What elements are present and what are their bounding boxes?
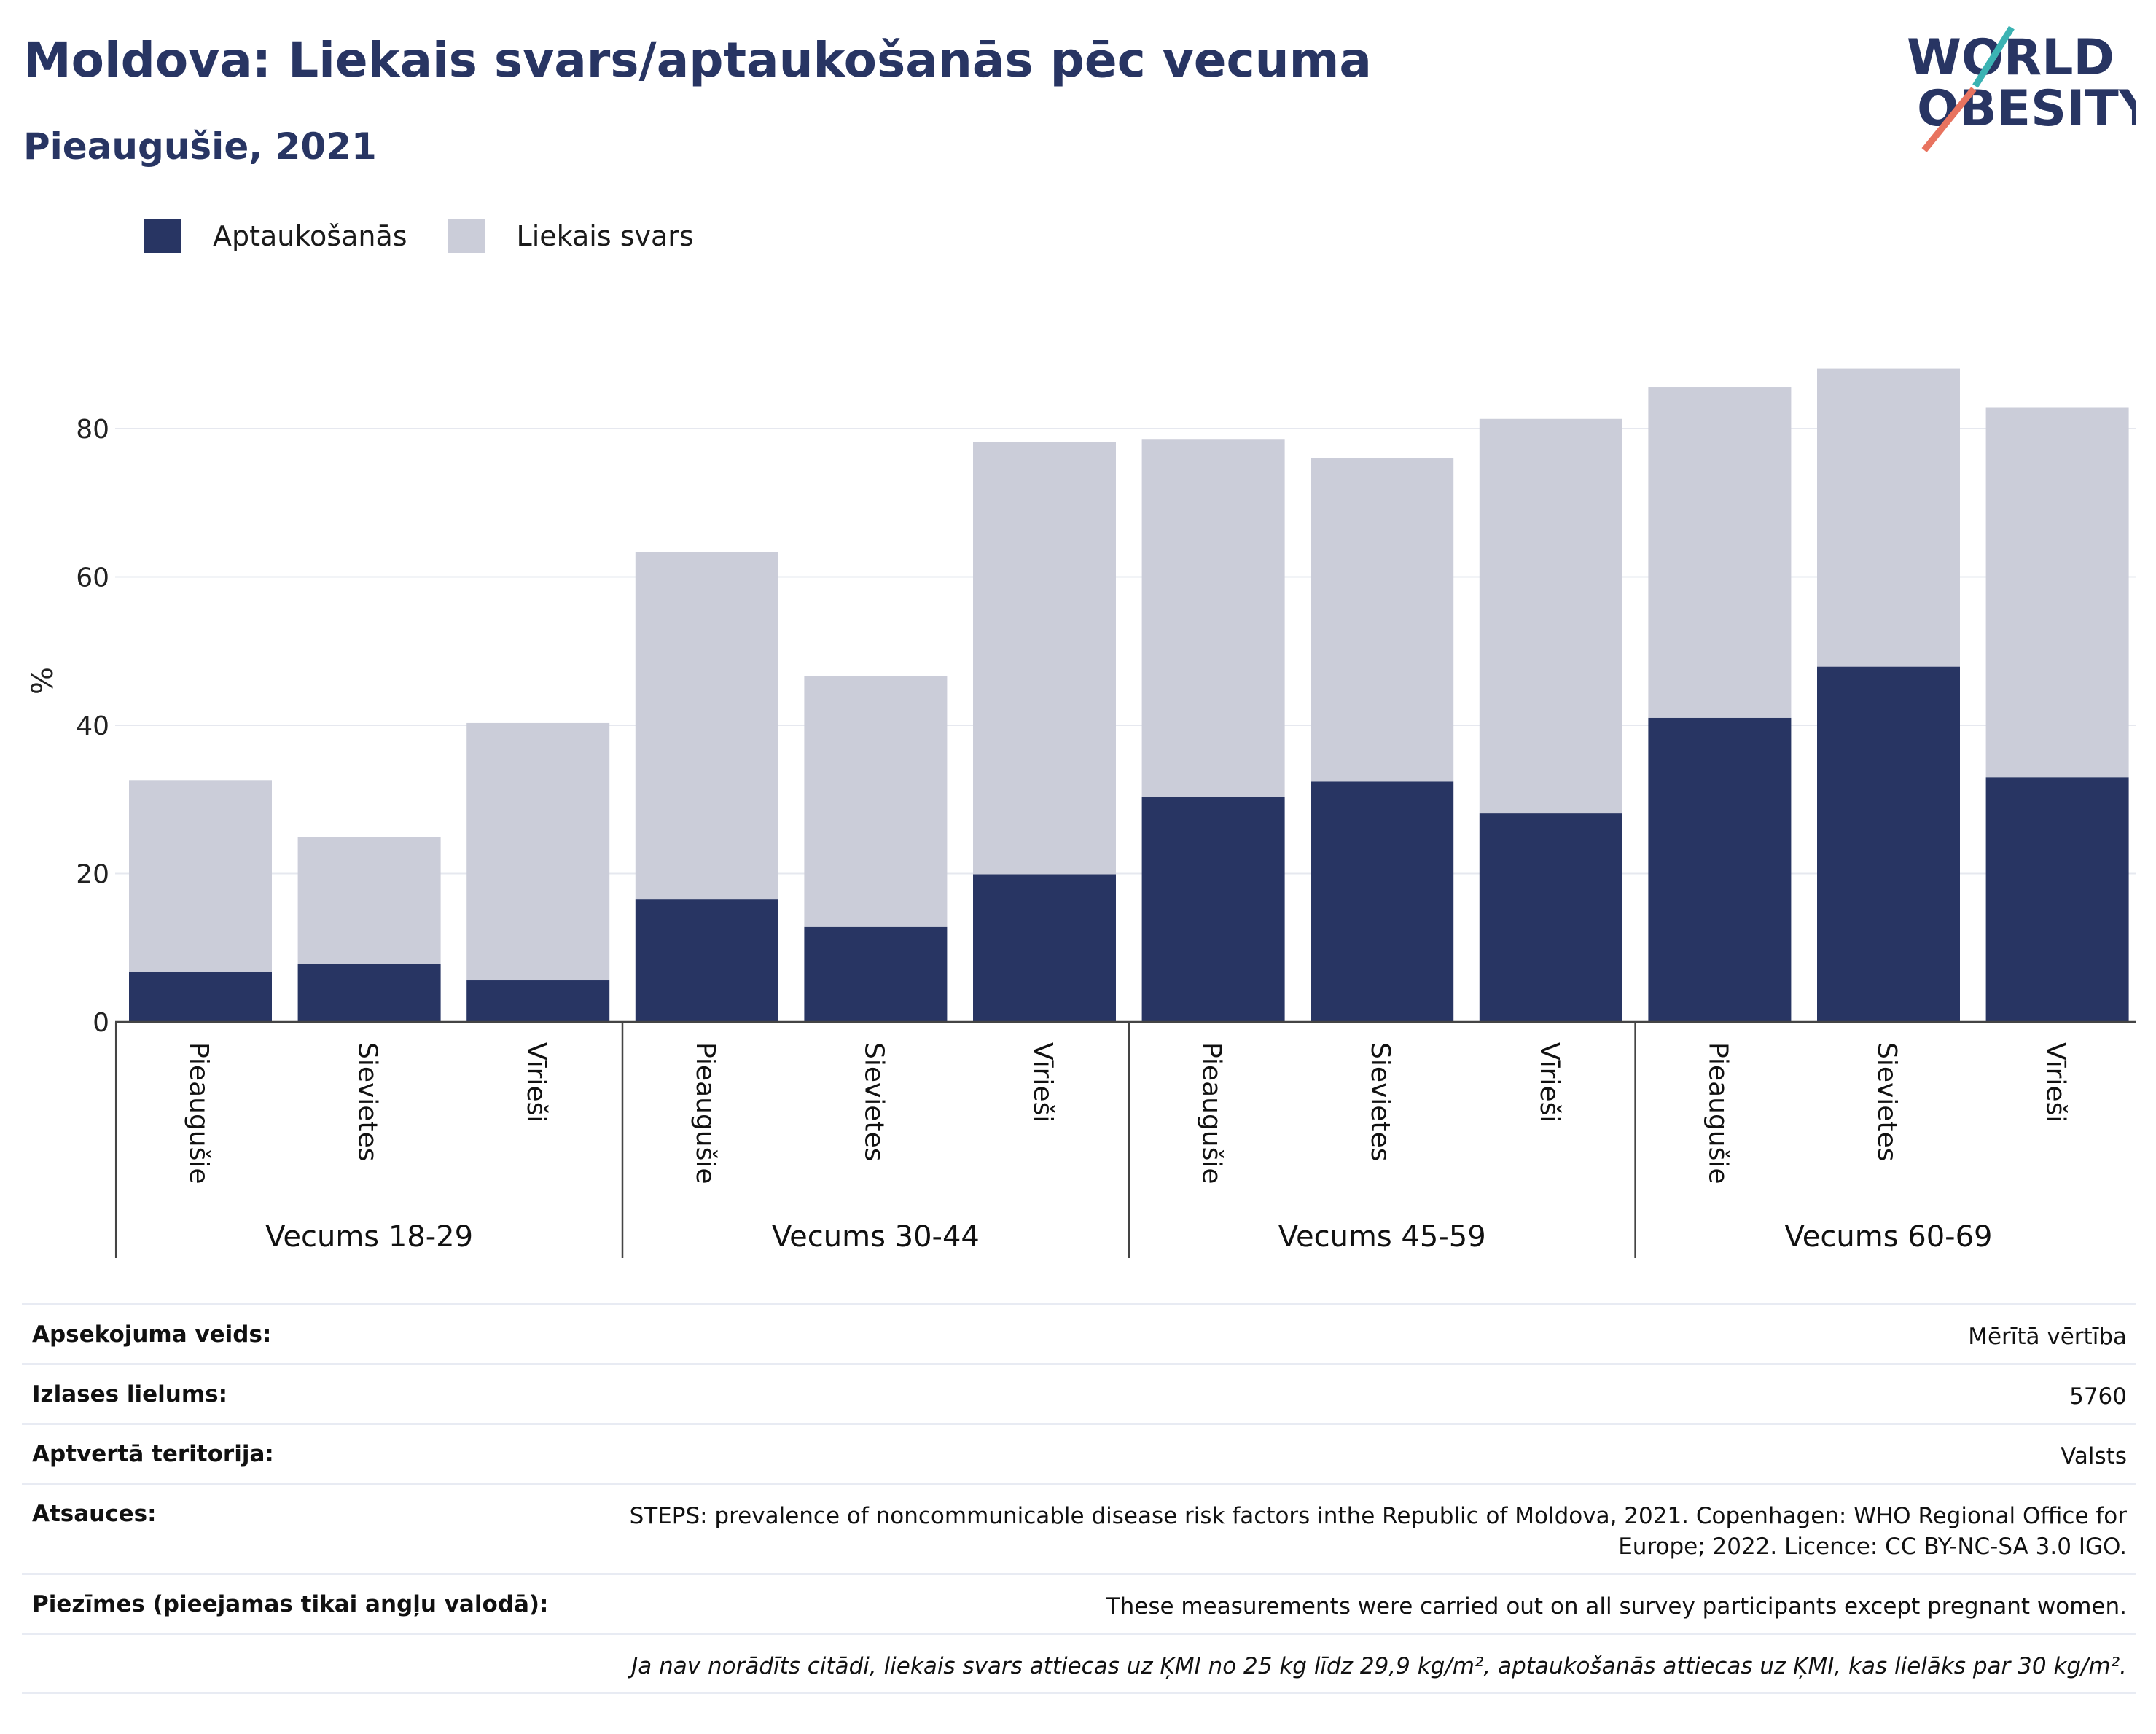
legend-item-obesity[interactable]: Aptaukošanās (144, 219, 407, 253)
legend-label-overweight: Liekais svars (516, 220, 694, 252)
bar-obesity (1648, 717, 1792, 1022)
bar-obesity (297, 964, 441, 1022)
logo-word-world: WORLD (1907, 29, 2114, 87)
legend-swatch-obesity (144, 219, 181, 253)
meta-row-sample-size: Izlases lielums: 5760 (22, 1363, 2136, 1423)
x-tick-label: Pieaugušie (1197, 1042, 1227, 1184)
world-obesity-logo: WORLD OBESITY (1907, 26, 2136, 152)
y-tick-label: 0 (93, 1008, 109, 1038)
x-tick-label: Sievietes (859, 1042, 888, 1161)
footnote: Ja nav norādīts citādi, liekais svars at… (631, 1653, 2127, 1679)
group-label: Vecums 30-44 (772, 1220, 980, 1254)
logo-slash-coral (1921, 87, 1977, 152)
bar-obesity (1985, 777, 2129, 1022)
bar-overweight (1985, 407, 2129, 778)
x-tick-label: Pieaugušie (1703, 1042, 1733, 1184)
bar-obesity (635, 899, 778, 1022)
bar-obesity (804, 926, 948, 1022)
meta-value: STEPS: prevalence of noncommunicable dis… (629, 1503, 2127, 1560)
bar-obesity (466, 980, 610, 1022)
bar-overweight (635, 552, 778, 900)
bar-overweight (129, 780, 272, 972)
bar-overweight (1817, 368, 1960, 667)
meta-row-notes: Piezīmes (pieejamas tikai angļu valodā):… (22, 1573, 2136, 1633)
chart-subtitle: Pieaugušie, 2021 (23, 125, 377, 168)
meta-label: Atsauces: (32, 1501, 157, 1527)
bar-overweight (1141, 439, 1285, 797)
metadata-table: Apsekojuma veids: Mērītā vērtība Izlases… (22, 1303, 2136, 1694)
meta-value: 5760 (2069, 1383, 2127, 1410)
chart-title: Moldova: Liekais svars/aptaukošanās pēc … (23, 32, 1372, 88)
logo-word-obesity: OBESITY (1917, 80, 2136, 138)
bar-overweight (297, 837, 441, 964)
bar-obesity (1479, 813, 1622, 1022)
y-tick-label: 60 (76, 563, 109, 593)
bar-overweight (973, 442, 1116, 875)
bar-obesity (1141, 797, 1285, 1022)
stacked-bar-chart: 0 20 40 60 80% Pieaugušie Sievietes Vīrieši Piea… (26, 368, 2136, 1258)
meta-row-references: Atsauces: STEPS: prevalence of noncommun… (22, 1483, 2136, 1573)
y-tick-label: 40 (76, 711, 109, 741)
group-label: Vecums 45-59 (1278, 1220, 1486, 1254)
x-tick-label: Vīrieši (521, 1042, 551, 1122)
bar-overweight (466, 722, 610, 981)
y-tick-label: 80 (76, 415, 109, 445)
meta-row-area-covered: Aptvertā teritorija: Valsts (22, 1423, 2136, 1483)
x-tick-label: Sievietes (1365, 1042, 1395, 1161)
meta-label: Apsekojuma veids: (32, 1321, 272, 1348)
bar-obesity (1311, 781, 1454, 1022)
meta-value: Mērītā vērtība (1968, 1324, 2127, 1350)
meta-label: Aptvertā teritorija: (32, 1441, 274, 1467)
bar-obesity (1817, 666, 1960, 1022)
meta-value: These measurements were carried out on a… (1106, 1593, 2127, 1620)
meta-label: Izlases lielums: (32, 1381, 227, 1407)
bar-overweight (1479, 418, 1622, 814)
x-tick-label: Pieaugušie (184, 1042, 214, 1184)
bar-obesity (973, 874, 1116, 1022)
legend-swatch-overweight (448, 219, 485, 253)
bar-overweight (1311, 458, 1454, 782)
x-tick-label: Sievietes (1872, 1042, 1902, 1161)
bar-overweight (804, 676, 948, 927)
meta-row-survey-type: Apsekojuma veids: Mērītā vērtība (22, 1303, 2136, 1363)
x-tick-label: Vīrieši (1028, 1042, 1058, 1122)
y-axis-label: % (26, 667, 60, 695)
bar-obesity (129, 972, 272, 1022)
meta-value: Valsts (2061, 1443, 2127, 1469)
x-tick-label: Pieaugušie (690, 1042, 720, 1184)
chart-legend: Aptaukošanās Liekais svars (144, 216, 735, 257)
meta-label: Piezīmes (pieejamas tikai angļu valodā): (32, 1591, 549, 1617)
group-label: Vecums 18-29 (265, 1220, 473, 1254)
y-tick-label: 20 (76, 860, 109, 890)
logo-slash-teal (1972, 26, 2015, 88)
x-tick-label: Vīrieši (1534, 1042, 1564, 1122)
bar-overweight (1648, 387, 1792, 718)
group-label: Vecums 60-69 (1785, 1220, 1993, 1254)
x-tick-label: Sievietes (353, 1042, 383, 1161)
legend-label-obesity: Aptaukošanās (213, 220, 407, 252)
legend-item-overweight[interactable]: Liekais svars (448, 219, 694, 253)
meta-row-footnote: Ja nav norādīts citādi, liekais svars at… (22, 1633, 2136, 1694)
x-tick-label: Vīrieši (2041, 1042, 2071, 1122)
